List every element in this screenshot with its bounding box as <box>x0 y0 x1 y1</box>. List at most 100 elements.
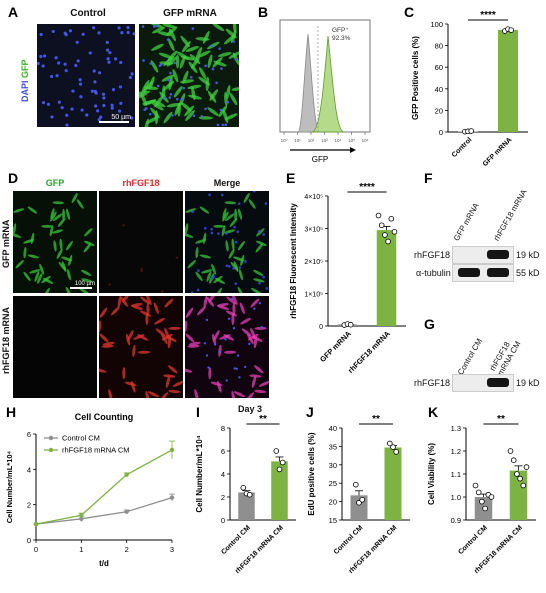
panel-letter-h: H <box>6 404 17 420</box>
cell-mark <box>222 211 229 222</box>
y-tick-label: 25 <box>329 479 337 488</box>
nucleus-mark <box>234 282 238 285</box>
nucleus-mark <box>225 264 229 268</box>
nucleus-mark <box>37 61 40 66</box>
y-tick-label: 80 <box>435 42 443 51</box>
chart-c: 0 20 40 60 80 100 GFP Positive cells (%) Contro… <box>411 10 528 166</box>
y-tick-label: 1.0 <box>451 493 461 502</box>
cell-mark <box>195 46 203 60</box>
nucleus-mark <box>159 63 163 67</box>
cell-mark <box>144 118 149 127</box>
cell-mark <box>108 389 113 398</box>
x-category-label: Control CM <box>220 524 252 556</box>
cell-mark <box>247 333 254 345</box>
cell-mark <box>231 296 238 306</box>
data-point <box>508 27 514 33</box>
cell-mark <box>56 248 63 259</box>
scale-bar-label: 100 µm <box>74 281 95 287</box>
data-point <box>382 232 388 238</box>
cell-mark <box>99 320 102 333</box>
cell-mark <box>258 381 269 387</box>
nucleus-mark <box>210 227 213 231</box>
data-point <box>388 215 395 222</box>
cell-mark <box>255 243 264 253</box>
cell-mark <box>185 368 193 373</box>
cell-mark <box>145 296 152 306</box>
nucleus-mark <box>46 102 51 106</box>
cell-mark <box>23 246 27 259</box>
nucleus-mark <box>114 57 118 61</box>
data-point <box>279 459 286 466</box>
blot-f-rhfgf18 <box>452 246 514 264</box>
data-point <box>169 447 175 453</box>
nucleus-mark <box>233 367 236 370</box>
cell-mark <box>124 381 137 387</box>
y-axis-label: rhFGF18 Fluorescent Intensity <box>289 203 298 319</box>
panel-letter-e: E <box>286 170 296 186</box>
nucleus-mark <box>189 75 193 79</box>
cell-mark <box>228 51 239 59</box>
cell-mark <box>41 224 53 228</box>
nucleus-mark <box>203 342 207 345</box>
cell-mark <box>243 192 250 204</box>
cell-mark <box>180 102 192 112</box>
panel-letter-d: D <box>8 170 19 186</box>
cell-mark <box>232 24 237 34</box>
nucleus-mark <box>216 123 220 127</box>
cell-mark <box>215 287 222 293</box>
cell-mark <box>15 259 24 269</box>
cell-mark <box>27 206 38 214</box>
nucleus-mark <box>175 97 179 101</box>
nucleus-mark <box>232 267 235 270</box>
data-point <box>124 472 129 477</box>
cell-mark <box>222 109 229 124</box>
nucleus-mark <box>105 40 109 44</box>
nucleus-mark <box>148 112 152 116</box>
data-point <box>507 448 514 454</box>
cell-mark <box>66 208 71 220</box>
panel-letter-g: G <box>424 316 435 332</box>
cell-mark <box>81 278 93 283</box>
nucleus-mark <box>108 51 112 55</box>
data-point <box>79 516 84 521</box>
cell-mark <box>76 199 84 209</box>
nucleus-mark <box>141 25 145 28</box>
cell-mark <box>120 296 128 307</box>
cell-mark <box>99 307 108 318</box>
cell-mark <box>199 206 210 214</box>
bar <box>384 447 402 520</box>
cell-mark <box>206 296 214 307</box>
cell-mark <box>254 365 264 374</box>
nucleus-mark <box>41 100 46 105</box>
nucleus-mark <box>130 116 134 120</box>
data-point <box>479 498 485 505</box>
cell-mark <box>188 61 198 74</box>
y-tick-label: 20 <box>435 106 443 115</box>
f-row2-label: α-tubulin <box>416 268 451 278</box>
nucleus-mark <box>253 307 256 310</box>
cell-mark <box>239 302 245 314</box>
nucleus-mark <box>232 40 236 43</box>
y-tick-label: 2×10⁵ <box>304 259 323 266</box>
col-header-rhfgf18: rhFGF18 <box>122 178 160 188</box>
cell-mark <box>251 336 263 342</box>
nucleus-mark <box>90 89 94 93</box>
x-category-label: Control CM <box>333 524 365 556</box>
data-point <box>359 496 365 503</box>
cell-mark <box>238 208 243 220</box>
nucleus-mark <box>213 343 217 346</box>
nucleus-mark <box>76 59 80 63</box>
nucleus-mark <box>55 74 59 78</box>
nucleus-mark <box>106 48 110 52</box>
g-row1-label: rhFGF18 <box>414 378 451 388</box>
nucleus-mark <box>265 287 269 290</box>
arrow-head-icon <box>350 147 356 153</box>
nucleus-mark <box>97 118 101 122</box>
nucleus-mark <box>39 32 43 37</box>
nucleus-mark <box>173 61 177 65</box>
nucleus-mark <box>97 31 101 35</box>
cell-mark <box>166 26 178 36</box>
nucleus-mark <box>196 288 200 292</box>
cell-mark <box>240 254 245 266</box>
cell-mark <box>208 367 212 380</box>
